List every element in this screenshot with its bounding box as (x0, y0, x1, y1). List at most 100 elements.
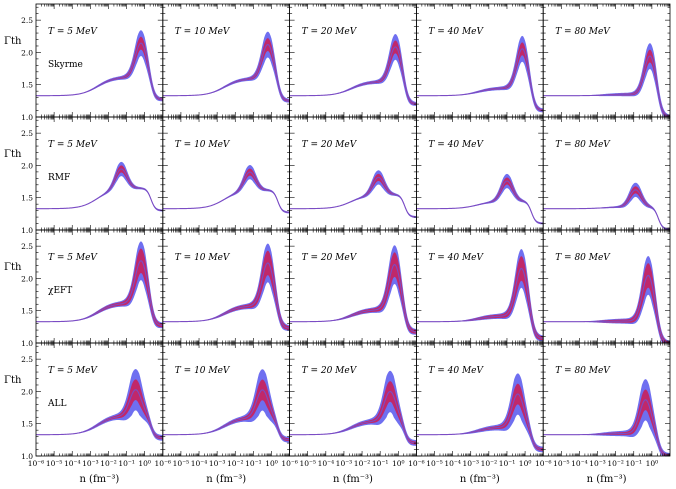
x-tick-label: 10⁻¹ (372, 459, 389, 468)
x-tick-label: 10⁻¹ (626, 459, 643, 468)
temperature-label: T = 5 MeV (48, 253, 98, 263)
panel-2-4 (543, 256, 671, 343)
temperature-label: T = 5 MeV (48, 27, 98, 37)
panel-frame (542, 116, 671, 231)
temperature-label: T = 40 MeV (428, 366, 484, 376)
y-tick-label: 1.5 (21, 194, 33, 203)
x-tick-label: 10⁻¹ (118, 459, 135, 468)
y-tick-label: 2.0 (21, 48, 33, 57)
temperature-label: T = 20 MeV (302, 140, 358, 150)
median-line (289, 176, 417, 218)
x-axis-title: n (fm⁻³) (79, 474, 119, 485)
band-outer (416, 249, 544, 342)
y-axis-title: Γth (4, 149, 22, 160)
temperature-label: T = 5 MeV (48, 366, 98, 376)
x-tick-label: 10⁻² (227, 459, 244, 468)
panel-frame (162, 116, 291, 231)
y-tick-label: 1.0 (21, 452, 33, 461)
panel-frame (542, 342, 671, 457)
y-axis-title: Γth (4, 262, 22, 273)
y-tick-label: 1.5 (21, 420, 33, 429)
x-axis-title: n (fm⁻³) (333, 474, 373, 485)
temperature-label: T = 80 MeV (555, 253, 611, 263)
band-outer (543, 256, 670, 343)
temperature-label: T = 10 MeV (175, 366, 231, 376)
y-tick-label: 2.0 (21, 161, 33, 170)
panel-3-2 (289, 370, 417, 446)
panel-3-4 (543, 379, 671, 456)
temperature-label: T = 20 MeV (302, 366, 358, 376)
x-tick-label: 10⁻⁴ (444, 459, 461, 468)
panel-0-1 (162, 31, 290, 103)
median-line (289, 46, 417, 105)
band-inner (543, 263, 670, 343)
band-inner (543, 49, 670, 117)
temperature-label: T = 40 MeV (428, 140, 484, 150)
median-line (162, 171, 290, 214)
y-tick-label: 1.0 (21, 113, 33, 122)
median-line (543, 189, 671, 230)
temperature-label: T = 20 MeV (302, 253, 358, 263)
median-line (289, 263, 417, 333)
band-inner (36, 379, 163, 440)
x-tick-label: 10⁰ (138, 459, 151, 468)
panel-0-3 (416, 35, 544, 113)
x-tick-label: 10⁻⁵ (299, 459, 316, 468)
model-label: ALL (47, 399, 66, 409)
band-outer (36, 161, 163, 212)
median-line (36, 260, 163, 326)
y-tick-label: 2.5 (21, 242, 33, 251)
x-tick-label: 10⁻⁶ (535, 459, 552, 468)
median-line (162, 43, 290, 102)
band-outer (289, 245, 417, 335)
x-axis-title: n (fm⁻³) (460, 474, 500, 485)
y-tick-label: 2.5 (21, 355, 33, 364)
median-line (543, 274, 671, 343)
x-tick-label: 10⁻⁴ (191, 459, 208, 468)
x-tick-label: 10⁻² (607, 459, 624, 468)
x-tick-label: 10⁻³ (462, 459, 479, 468)
panel-1-2 (289, 170, 417, 218)
x-tick-label: 10⁻³ (209, 459, 226, 468)
panel-2-0 (36, 241, 163, 329)
band-outer (416, 173, 544, 225)
panel-1-4 (543, 182, 671, 230)
x-tick-label: 10⁻² (481, 459, 498, 468)
x-tick-label: 10⁻⁴ (571, 459, 588, 468)
panel-frame (289, 116, 417, 231)
x-tick-label: 10⁻⁴ (64, 459, 81, 468)
x-tick-label: 10⁻² (100, 459, 117, 468)
median-line (416, 267, 544, 339)
x-tick-label: 10⁰ (519, 459, 532, 468)
y-tick-label: 2.5 (21, 16, 33, 25)
temperature-label: T = 10 MeV (175, 27, 231, 37)
median-line (416, 393, 544, 450)
x-tick-label: 10⁻⁵ (553, 459, 570, 468)
x-tick-label: 10⁻⁵ (46, 459, 63, 468)
panel-2-3 (416, 249, 544, 342)
x-tick-label: 10⁰ (392, 459, 405, 468)
x-tick-label: 10⁻⁵ (426, 459, 443, 468)
temperature-label: T = 10 MeV (175, 253, 231, 263)
x-tick-label: 10⁻¹ (245, 459, 262, 468)
model-label: Skyrme (48, 60, 83, 70)
x-tick-label: 10⁻⁶ (281, 459, 298, 468)
y-tick-label: 2.0 (21, 274, 33, 283)
band-inner (416, 256, 544, 341)
panel-1-1 (162, 165, 290, 214)
median-line (36, 168, 163, 212)
y-tick-label: 1.5 (21, 81, 33, 90)
y-tick-label: 1.0 (21, 226, 33, 235)
panel-0-2 (289, 33, 417, 106)
y-tick-label: 1.5 (21, 307, 33, 316)
temperature-label: T = 80 MeV (555, 366, 611, 376)
band-outer (289, 370, 417, 446)
panel-frame (415, 116, 544, 231)
temperature-label: T = 10 MeV (175, 140, 231, 150)
median-line (416, 48, 544, 111)
median-line (416, 180, 544, 224)
y-tick-label: 2.0 (21, 387, 33, 396)
x-axis-title: n (fm⁻³) (587, 474, 627, 485)
temperature-label: T = 20 MeV (302, 27, 358, 37)
